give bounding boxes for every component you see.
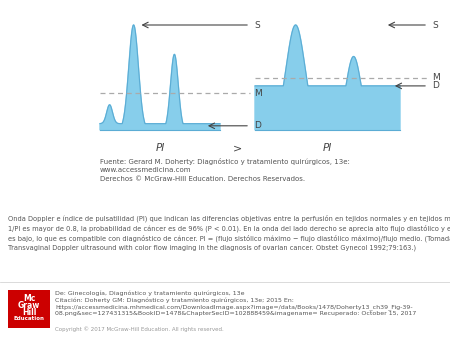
Text: PI: PI	[323, 143, 332, 153]
Text: De: Ginecología, Diagnóstico y tratamiento quirúrgicos, 13e
Citación: Doherty GM: De: Ginecología, Diagnóstico y tratamien…	[55, 290, 416, 316]
Text: D: D	[254, 121, 261, 130]
Text: Onda Doppler e índice de pulsatilidad (PI) que indican las diferencias objetivas: Onda Doppler e índice de pulsatilidad (P…	[8, 215, 450, 251]
Polygon shape	[255, 25, 400, 130]
Text: D: D	[432, 81, 439, 90]
Polygon shape	[100, 25, 220, 130]
Text: Copyright © 2017 McGraw-Hill Education. All rights reserved.: Copyright © 2017 McGraw-Hill Education. …	[55, 326, 224, 332]
Text: S: S	[254, 21, 260, 29]
Text: Fuente: Gerard M. Doherty: Diagnóstico y tratamiento quirúrgicos, 13e:
www.acces: Fuente: Gerard M. Doherty: Diagnóstico y…	[100, 158, 350, 182]
Text: Hill: Hill	[22, 308, 36, 317]
Text: Mc: Mc	[23, 294, 35, 303]
Text: M: M	[432, 73, 440, 82]
Text: Graw: Graw	[18, 301, 40, 310]
Text: PI: PI	[155, 143, 165, 153]
Text: >: >	[233, 143, 242, 153]
Bar	[8, 290, 50, 328]
Text: M: M	[254, 89, 262, 98]
Text: Education: Education	[14, 316, 45, 321]
Text: S: S	[432, 21, 438, 29]
